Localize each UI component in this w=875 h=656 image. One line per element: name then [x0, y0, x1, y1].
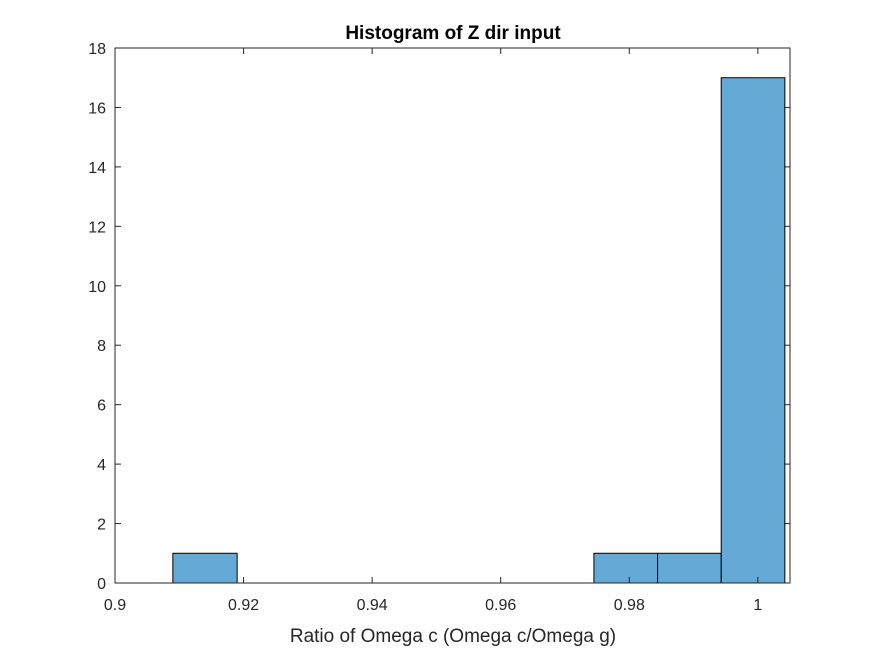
y-tick-label: 14 — [88, 160, 106, 177]
histogram-bar — [720, 77, 786, 584]
x-axis-label: Ratio of Omega c (Omega c/Omega g) — [290, 626, 616, 647]
y-tick-label: 12 — [88, 219, 106, 236]
y-tick-label: 2 — [97, 517, 106, 534]
x-tick-label: 0.92 — [228, 597, 259, 614]
y-tick-label: 10 — [88, 279, 106, 296]
y-tick-label: 8 — [97, 338, 106, 355]
y-tick-label: 16 — [88, 100, 106, 117]
histogram-bar — [172, 552, 238, 584]
chart-title: Histogram of Z dir input — [345, 23, 561, 44]
y-tick-label: 4 — [97, 457, 106, 474]
x-tick-label: 0.94 — [357, 597, 388, 614]
histogram-bar — [593, 552, 659, 584]
histogram-bar — [657, 552, 722, 584]
x-tick-label: 1 — [753, 597, 762, 614]
y-tick-label: 0 — [97, 576, 106, 593]
y-tick-label: 6 — [97, 398, 106, 415]
axes-box — [114, 47, 791, 584]
y-tick-label: 18 — [88, 41, 106, 58]
axes-background — [115, 48, 790, 583]
x-tick-label: 0.9 — [104, 597, 126, 614]
x-tick-label: 0.98 — [614, 597, 645, 614]
x-tick-label: 0.96 — [485, 597, 516, 614]
